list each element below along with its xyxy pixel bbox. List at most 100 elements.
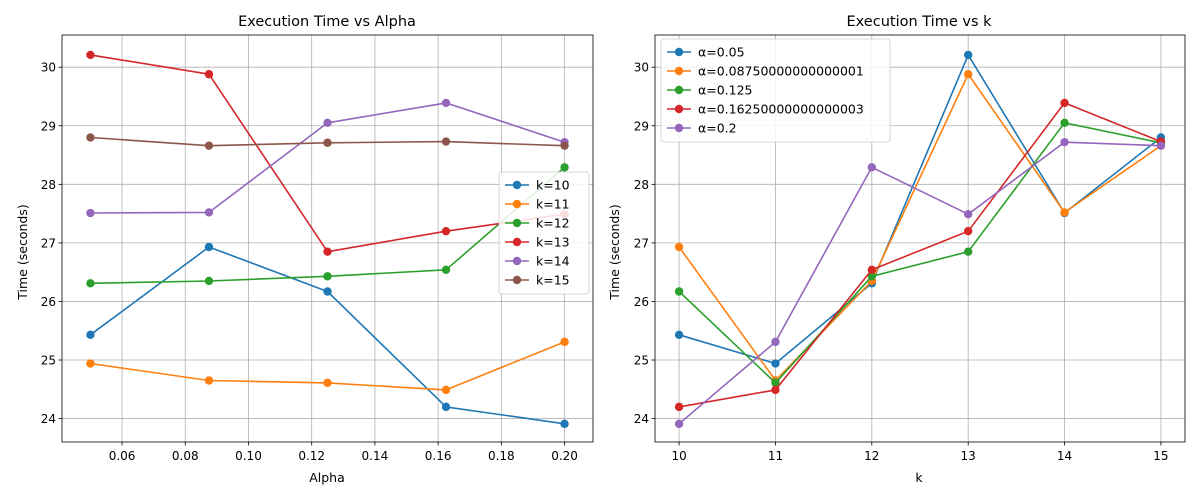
data-point bbox=[674, 402, 684, 412]
data-point bbox=[441, 265, 451, 275]
data-point bbox=[1156, 141, 1166, 150]
legend-swatch-marker bbox=[512, 275, 522, 285]
y-tick-label: 25 bbox=[634, 354, 649, 368]
data-point bbox=[323, 378, 332, 388]
y-axis-label: Time (seconds) bbox=[15, 204, 30, 300]
data-point bbox=[1060, 118, 1069, 128]
data-point bbox=[86, 133, 95, 142]
data-point bbox=[323, 118, 332, 128]
legend: k=10 k=11 k=12 k=13 k=14 k=15 bbox=[498, 171, 590, 295]
x-tick-label: 13 bbox=[961, 449, 976, 463]
gridlines bbox=[655, 35, 1185, 442]
legend-swatch-marker bbox=[512, 199, 522, 209]
legend-box bbox=[660, 38, 891, 143]
y-tick-label: 24 bbox=[634, 412, 649, 426]
data-point bbox=[963, 70, 973, 79]
data-point bbox=[441, 98, 451, 108]
x-tick-label: 0.14 bbox=[362, 449, 389, 463]
y-tick-label: 29 bbox=[634, 119, 649, 133]
data-point bbox=[441, 402, 451, 412]
y-tick-label: 30 bbox=[41, 61, 56, 75]
legend-swatch-marker bbox=[674, 85, 684, 95]
data-point bbox=[204, 242, 214, 252]
data-point bbox=[963, 247, 973, 256]
data-point bbox=[560, 337, 569, 347]
legend: α=0.05 α=0.08750000000000001 α=0.125 α=0.16… bbox=[660, 38, 891, 143]
data-point bbox=[867, 272, 877, 281]
y-tick-label: 30 bbox=[634, 61, 649, 75]
legend-entry-label: k=13 bbox=[536, 235, 570, 250]
legend-entry-label: α=0.08750000000000001 bbox=[698, 64, 864, 79]
x-tick-label: 11 bbox=[768, 449, 783, 463]
data-point bbox=[867, 163, 877, 172]
x-tick-label: 0.10 bbox=[235, 449, 262, 463]
data-point bbox=[323, 272, 332, 281]
data-point bbox=[86, 330, 95, 340]
y-tick-label: 24 bbox=[41, 412, 56, 426]
series-lines bbox=[674, 50, 1166, 429]
legend-box bbox=[498, 171, 590, 295]
series-line bbox=[678, 102, 1162, 408]
legend-entry-label: α=0.2 bbox=[698, 121, 737, 136]
plot-frame bbox=[654, 34, 1186, 443]
data-point bbox=[771, 337, 780, 347]
chart-title: Execution Time vs Alpha bbox=[238, 14, 416, 30]
series-line bbox=[678, 141, 1161, 425]
data-point bbox=[674, 330, 684, 340]
legend-entry-label: α=0.125 bbox=[698, 83, 753, 98]
legend-entry-label: α=0.16250000000000003 bbox=[698, 102, 864, 117]
legend-entry-label: k=15 bbox=[536, 273, 570, 288]
legend-entry-label: k=12 bbox=[536, 216, 570, 231]
series-lines bbox=[86, 50, 569, 429]
y-tick-label: 29 bbox=[41, 119, 56, 133]
legend-entry-label: α=0.05 bbox=[698, 45, 745, 60]
legend-entry-label: k=14 bbox=[536, 254, 570, 269]
data-point bbox=[560, 163, 569, 172]
data-point bbox=[1060, 98, 1069, 108]
y-tick-label: 28 bbox=[634, 178, 649, 192]
series-line bbox=[678, 122, 1162, 384]
x-axis-label: Alpha bbox=[309, 470, 345, 485]
data-point bbox=[1060, 137, 1069, 147]
legend-swatch-marker bbox=[674, 123, 684, 133]
y-tick-label: 27 bbox=[41, 236, 56, 250]
data-point bbox=[674, 287, 684, 296]
legend-swatch-marker bbox=[674, 104, 684, 114]
x-tick-label: 10 bbox=[671, 449, 686, 463]
data-point bbox=[1060, 208, 1069, 217]
data-point bbox=[323, 138, 332, 147]
legend-swatch-marker bbox=[512, 256, 522, 266]
data-point bbox=[963, 226, 973, 236]
data-point bbox=[771, 385, 780, 395]
data-point bbox=[204, 208, 214, 217]
x-axis-label: k bbox=[915, 470, 923, 485]
y-tick-label: 26 bbox=[41, 295, 56, 309]
axis-ticks: 10 11 12 13 14 15 24 25 26 27 28 29 30 bbox=[634, 61, 1169, 463]
data-point bbox=[204, 141, 214, 150]
data-point bbox=[86, 208, 95, 218]
data-point bbox=[441, 226, 451, 236]
x-tick-label: 0.08 bbox=[172, 449, 199, 463]
legend-swatch-marker bbox=[674, 47, 684, 57]
legend-swatch-marker bbox=[512, 218, 522, 228]
chart-time-vs-k: Execution Time vs k 10 11 12 13 14 15 24 25 26 27… bbox=[607, 14, 1186, 485]
legend-entry-label: k=11 bbox=[536, 197, 570, 212]
data-point bbox=[674, 242, 684, 252]
data-point bbox=[560, 141, 569, 150]
data-point bbox=[86, 279, 95, 288]
series-line bbox=[678, 73, 1162, 382]
data-point bbox=[204, 376, 214, 385]
chart-title: Execution Time vs k bbox=[847, 14, 993, 30]
y-tick-label: 25 bbox=[41, 354, 56, 368]
legend-entry-label: k=10 bbox=[536, 178, 570, 193]
x-tick-label: 0.16 bbox=[425, 449, 452, 463]
data-point bbox=[771, 378, 780, 388]
y-tick-label: 27 bbox=[634, 236, 649, 250]
chart-time-vs-alpha: Execution Time vs Alpha 0.06 0.08 0.10 0.12… bbox=[15, 14, 594, 485]
y-axis-label: Time (seconds) bbox=[607, 204, 622, 300]
legend-swatch-marker bbox=[512, 180, 522, 190]
data-point bbox=[674, 419, 684, 429]
data-point bbox=[86, 359, 95, 368]
x-tick-label: 0.20 bbox=[551, 449, 578, 463]
